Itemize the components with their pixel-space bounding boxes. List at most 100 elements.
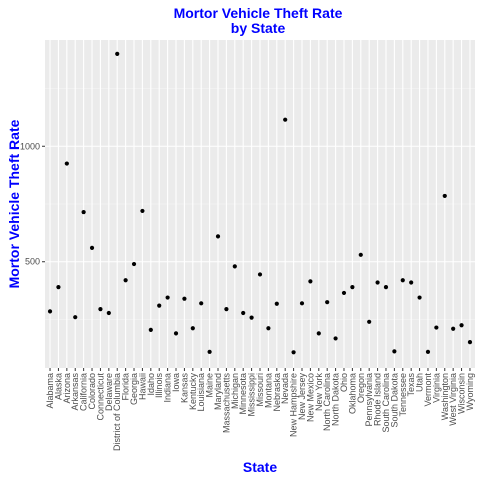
data-point	[409, 280, 414, 285]
data-point	[467, 340, 473, 345]
data-point	[224, 306, 229, 312]
data-point	[274, 301, 279, 306]
data-point	[358, 252, 363, 257]
data-point	[299, 301, 305, 306]
x-tick-label: Hawaii	[137, 373, 147, 400]
data-point	[207, 349, 212, 354]
x-tick-label: Oregon	[356, 373, 366, 403]
x-tick-label: New Jersey	[297, 373, 307, 421]
x-tick-label: Tennessee	[398, 373, 408, 417]
x-tick-label: Washington	[440, 373, 450, 420]
x-tick-label: Delaware	[104, 373, 114, 411]
x-tick-label: Georgia	[129, 373, 139, 405]
chart-subtitle: by State	[231, 20, 286, 36]
x-tick-label: Pennsylvania	[364, 373, 374, 427]
x-axis: AlabamaAlaskaArizonaArkansasCaliforniaCo…	[45, 368, 475, 451]
x-tick-label: Connecticut	[95, 373, 105, 421]
x-tick-label: Indiana	[163, 373, 173, 403]
x-tick-label: Virginia	[431, 373, 441, 403]
data-point	[165, 295, 170, 300]
x-tick-label: New Mexico	[305, 373, 315, 422]
x-tick-label: Maryland	[213, 373, 223, 410]
data-point	[383, 285, 389, 290]
data-point	[325, 300, 330, 305]
x-tick-label: Louisiana	[196, 373, 206, 412]
data-point	[148, 327, 153, 332]
data-point	[190, 326, 195, 331]
x-tick-label: Illinois	[154, 373, 164, 399]
data-point	[257, 272, 263, 277]
x-tick-label: Kentucky	[188, 373, 198, 411]
data-point	[64, 161, 69, 166]
data-point	[459, 323, 464, 328]
data-point	[115, 51, 120, 56]
x-tick-label: Montana	[263, 373, 273, 408]
x-tick-label: Nebraska	[272, 373, 282, 412]
data-point	[241, 310, 246, 316]
x-tick-label: South Carolina	[381, 373, 391, 433]
data-point	[350, 285, 355, 290]
data-point	[442, 193, 447, 199]
x-tick-label: California	[79, 373, 89, 411]
x-tick-label: Utah	[415, 373, 425, 392]
data-point	[308, 279, 313, 284]
data-point	[131, 261, 137, 267]
data-point	[341, 290, 347, 296]
data-point	[375, 280, 380, 285]
data-point	[123, 278, 128, 283]
data-point	[400, 278, 405, 283]
data-point	[392, 349, 397, 354]
x-tick-label: North Carolina	[322, 373, 332, 431]
data-point	[283, 117, 288, 122]
x-tick-label: South Dakota	[389, 373, 399, 428]
data-point	[56, 285, 61, 290]
data-point	[266, 326, 271, 331]
data-point	[333, 336, 338, 341]
data-point	[417, 295, 422, 300]
y-axis-title: Mortor Vehicle Theft Rate	[6, 119, 22, 288]
chart-title: Mortor Vehicle Theft Rate	[174, 5, 343, 21]
x-tick-label: Arizona	[62, 373, 72, 404]
y-tick-label: 1000	[20, 141, 40, 151]
data-point	[47, 309, 53, 314]
data-point	[106, 310, 111, 316]
data-point	[232, 264, 237, 269]
x-tick-label: Rhode Island	[373, 373, 383, 426]
x-tick-label: Missouri	[255, 373, 265, 407]
data-point	[291, 350, 296, 355]
data-point	[81, 209, 86, 215]
grid-lines	[45, 40, 475, 368]
data-point	[173, 331, 179, 336]
data-point	[425, 349, 431, 354]
x-tick-label: Wisconsin	[457, 373, 467, 414]
data-points	[47, 51, 473, 355]
x-tick-label: District of Columbia	[112, 373, 122, 451]
x-tick-label: Iowa	[171, 373, 181, 392]
data-point	[89, 245, 95, 250]
x-tick-label: Vermont	[423, 373, 433, 407]
data-point	[249, 315, 254, 320]
data-point	[434, 325, 439, 330]
data-point	[215, 234, 221, 239]
x-tick-label: Michigan	[230, 373, 240, 409]
x-tick-label: New Hampshire	[289, 373, 299, 437]
data-point	[451, 326, 456, 331]
x-tick-label: Texas	[406, 373, 416, 397]
data-point	[199, 301, 204, 306]
x-axis-title: State	[243, 459, 277, 475]
x-tick-label: Idaho	[146, 373, 156, 396]
x-tick-label: Mississippi	[247, 373, 257, 417]
data-point	[367, 319, 372, 324]
y-tick-label: 500	[25, 257, 40, 267]
data-point	[98, 306, 103, 312]
x-tick-label: Maine	[205, 373, 215, 398]
x-tick-label: Massachusetts	[221, 373, 231, 434]
x-tick-label: Nevada	[280, 373, 290, 404]
x-tick-label: North Dakota	[331, 373, 341, 426]
x-tick-label: Arkansas	[70, 373, 80, 411]
x-tick-label: Minnesota	[238, 373, 248, 415]
x-tick-label: Kansas	[179, 373, 189, 404]
data-point	[73, 315, 78, 320]
data-point	[316, 331, 321, 336]
